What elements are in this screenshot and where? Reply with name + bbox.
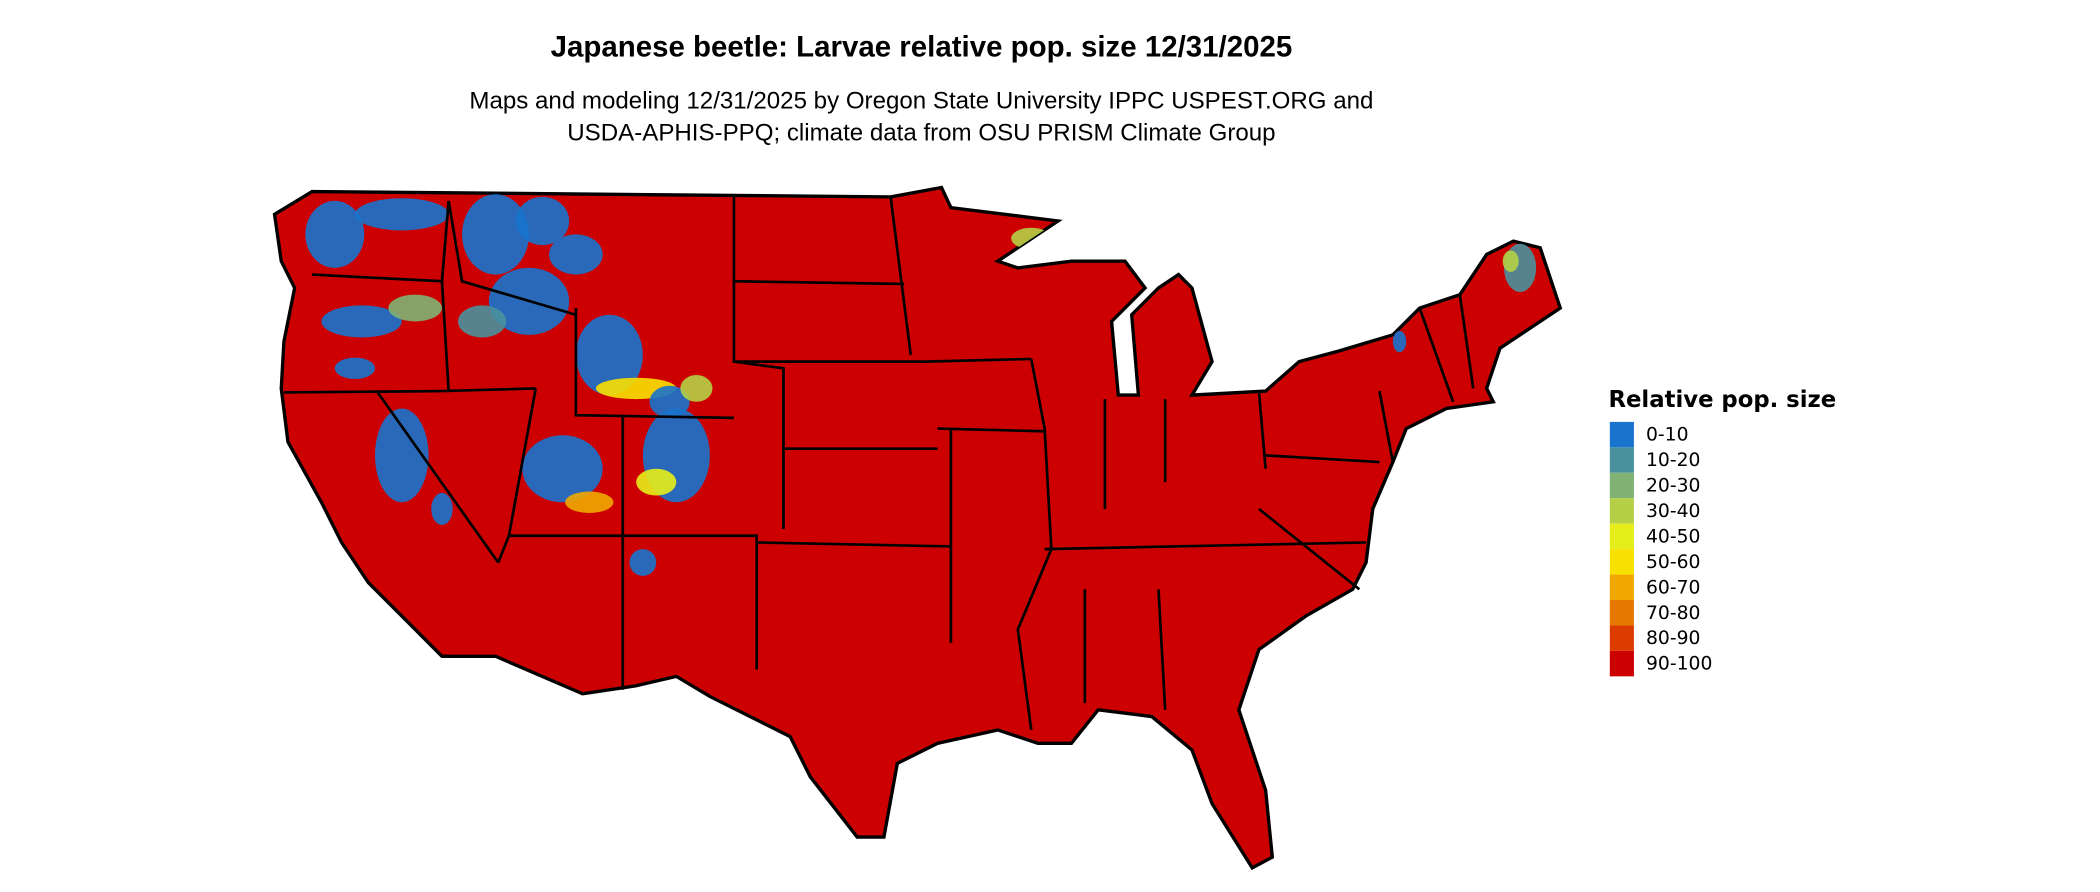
low-population-patch xyxy=(1392,330,1407,353)
low-population-patch xyxy=(305,200,365,268)
legend: Relative pop. size 0-10 10-20 20-30 30-40 40… xyxy=(1608,387,1836,677)
state-border xyxy=(889,196,913,356)
low-population-patch xyxy=(515,196,570,246)
us-outline xyxy=(272,185,1563,871)
state-border xyxy=(924,357,1032,363)
state-border xyxy=(283,387,536,394)
low-population-patch xyxy=(375,408,429,503)
legend-label: 20-30 xyxy=(1646,476,1700,497)
legend-label: 60-70 xyxy=(1646,577,1700,598)
low-population-patch xyxy=(629,549,657,576)
legend-label: 40-50 xyxy=(1646,526,1700,547)
legend-swatch xyxy=(1609,523,1634,550)
state-border xyxy=(574,308,734,420)
legend-swatch xyxy=(1609,600,1634,626)
us-map xyxy=(272,185,1563,871)
map-title: Japanese beetle: Larvae relative pop. si… xyxy=(551,30,1293,63)
state-border xyxy=(1258,507,1361,591)
low-population-patch xyxy=(431,492,453,526)
low-population-patch xyxy=(522,435,603,503)
low-population-patch xyxy=(1502,250,1519,272)
legend-label: 80-90 xyxy=(1646,628,1700,649)
state-border xyxy=(1044,541,1367,551)
legend-label: 50-60 xyxy=(1646,552,1700,573)
legend-swatch xyxy=(1609,549,1634,575)
legend-swatch xyxy=(1609,472,1634,499)
low-population-areas xyxy=(305,194,1537,576)
low-population-patch xyxy=(334,357,375,380)
legend-swatch xyxy=(1609,625,1634,651)
legend-label: 30-40 xyxy=(1646,501,1700,522)
low-population-patch xyxy=(458,305,507,338)
low-population-patch xyxy=(565,491,614,513)
legend-label: 0-10 xyxy=(1646,425,1689,446)
legend-label: 70-80 xyxy=(1646,603,1700,624)
state-border xyxy=(1378,390,1395,463)
legend-swatch xyxy=(1609,421,1634,448)
map-subtitle-line2: USDA-APHIS-PPQ; climate data from OSU PR… xyxy=(567,120,1275,147)
state-border xyxy=(440,281,450,392)
state-border xyxy=(1265,454,1380,464)
low-population-patch xyxy=(462,194,530,275)
legend-swatch xyxy=(1609,447,1634,473)
low-population-patch xyxy=(549,234,603,275)
legend-label: 90-100 xyxy=(1646,654,1712,675)
state-border xyxy=(508,534,759,670)
state-border xyxy=(733,279,905,286)
low-population-patch xyxy=(321,305,402,338)
state-border xyxy=(937,427,1045,433)
state-border xyxy=(756,541,951,548)
legend-swatch xyxy=(1609,650,1634,677)
state-border xyxy=(1458,294,1475,389)
legend-title: Relative pop. size xyxy=(1608,387,1836,413)
low-population-patch xyxy=(388,294,442,322)
legend-swatch xyxy=(1609,498,1634,524)
map-subtitle-line1: Maps and modeling 12/31/2025 by Oregon S… xyxy=(469,88,1373,115)
legend-label: 10-20 xyxy=(1646,450,1700,471)
state-borders xyxy=(283,196,1475,731)
legend-swatch xyxy=(1609,574,1634,601)
low-population-patch xyxy=(354,198,449,231)
low-population-patch xyxy=(680,375,713,402)
low-population-patch xyxy=(575,314,643,396)
state-border xyxy=(376,391,500,564)
state-border xyxy=(1157,589,1167,710)
low-population-patch xyxy=(636,468,677,496)
state-border xyxy=(1418,307,1455,403)
state-border xyxy=(1257,390,1267,469)
state-border xyxy=(447,200,577,317)
